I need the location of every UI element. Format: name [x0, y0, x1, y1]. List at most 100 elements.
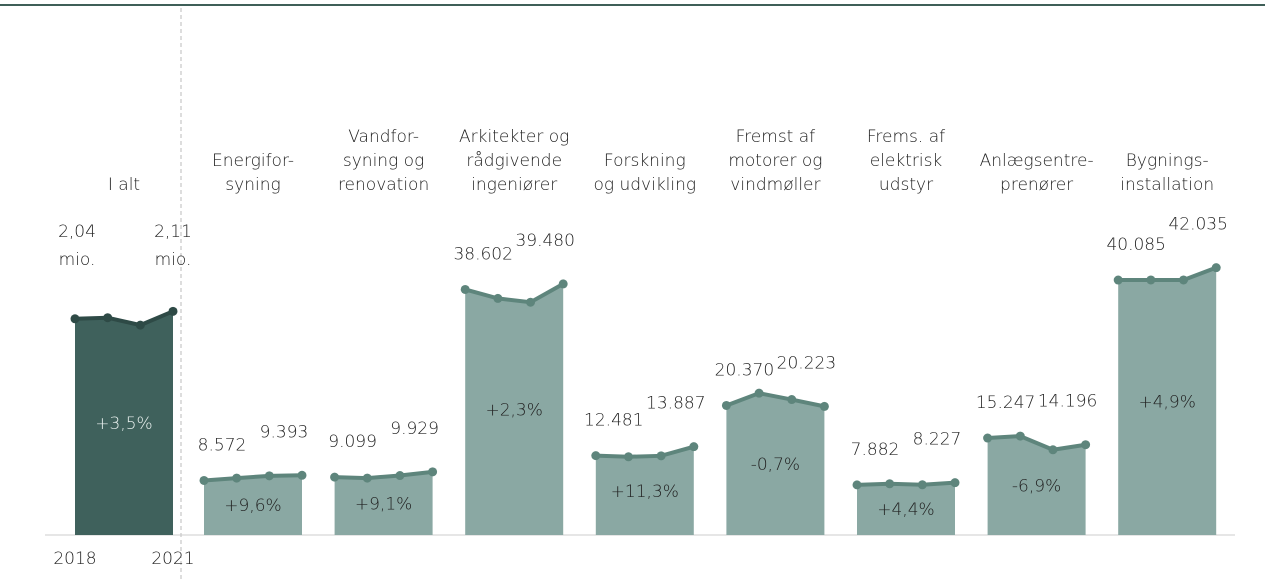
value-label: 2,04 mio.	[58, 222, 96, 270]
x-tick-label: 2018	[53, 549, 96, 569]
panel-title: Anlægsentre-	[980, 151, 1094, 171]
change-label: +4,9%	[1138, 392, 1195, 412]
value-label: 42.035	[1168, 215, 1227, 235]
value-label: 8.572	[198, 435, 247, 455]
panel-title: udstyr	[879, 175, 933, 195]
area	[1118, 267, 1217, 535]
point	[526, 297, 536, 307]
point	[983, 433, 993, 443]
panel-title: Arkitekter og	[459, 127, 569, 147]
change-label: +2,3%	[485, 400, 542, 420]
value-label: 7.882	[851, 440, 900, 460]
panel-title: Frems. af	[867, 127, 945, 147]
point	[297, 470, 307, 480]
point	[656, 451, 666, 461]
area	[726, 393, 825, 535]
value-label: 9.099	[328, 432, 377, 452]
point	[428, 467, 438, 477]
change-label: -6,9%	[1012, 477, 1061, 497]
point	[885, 479, 895, 489]
point	[493, 293, 503, 303]
line	[987, 434, 1086, 452]
point	[460, 284, 470, 294]
value-label: 8.227	[913, 430, 962, 450]
point	[395, 471, 405, 481]
panel-title: installation	[1120, 175, 1214, 195]
change-label: +9,1%	[355, 494, 412, 514]
point	[103, 313, 113, 323]
area	[75, 311, 173, 535]
panel-title: elektrisk	[870, 151, 943, 171]
point	[1211, 263, 1221, 273]
value-label: 2,11 mio.	[154, 222, 192, 270]
panel-title: Energifor-	[212, 151, 294, 171]
point	[787, 395, 797, 405]
point	[819, 401, 829, 411]
panel-title: syning og	[343, 151, 424, 171]
value-label: 12.481	[584, 411, 643, 431]
panel-title: Bygnings-	[1126, 151, 1209, 171]
panel-title: motorer og	[728, 151, 822, 171]
panel-title: Vandfor-	[348, 127, 419, 147]
point	[199, 475, 209, 485]
point	[917, 480, 927, 490]
point	[168, 306, 178, 316]
panel-title: og udvikling	[593, 175, 696, 195]
line	[856, 480, 956, 487]
area	[204, 475, 302, 535]
panel-title: renovation	[338, 175, 429, 195]
panel-title: syning	[225, 175, 280, 195]
point	[1113, 275, 1123, 285]
value-label: 9.929	[390, 419, 439, 439]
point	[950, 478, 960, 488]
point	[591, 451, 601, 461]
area	[334, 471, 433, 535]
point	[264, 471, 274, 481]
point	[330, 472, 340, 482]
line	[1118, 265, 1217, 283]
panel-title: Fremst af	[736, 127, 816, 147]
point	[721, 400, 731, 410]
point	[1179, 275, 1189, 285]
point	[1081, 440, 1091, 450]
panel-title: rådgivende	[466, 150, 562, 171]
line	[464, 282, 565, 305]
point	[1015, 431, 1025, 441]
point	[1146, 275, 1156, 285]
panel-title: ingeniører	[471, 175, 557, 195]
change-label: +9,6%	[224, 496, 281, 516]
point	[135, 320, 145, 330]
point	[362, 473, 372, 483]
value-label: 9.393	[260, 422, 309, 442]
point	[70, 314, 80, 324]
panel-title: vindmøller	[730, 175, 820, 195]
line	[725, 391, 825, 409]
value-label: 20.223	[777, 353, 836, 373]
value-label: 20.370	[715, 360, 774, 380]
panel-title: prenører	[1000, 175, 1073, 195]
line	[334, 469, 433, 481]
value-label: 39.480	[515, 231, 574, 251]
value-label: 38.602	[453, 244, 512, 264]
value-label: 15.247	[976, 393, 1035, 413]
point	[232, 473, 242, 483]
line	[203, 473, 303, 483]
x-tick-label: 2021	[151, 549, 194, 569]
area	[857, 482, 955, 535]
point	[623, 452, 633, 462]
change-label: +11,3%	[611, 482, 679, 502]
change-label: +3,5%	[95, 414, 152, 434]
change-label: -0,7%	[751, 455, 800, 475]
value-label: 14.196	[1038, 392, 1097, 412]
point	[689, 442, 699, 452]
value-label: 13.887	[646, 394, 705, 414]
point	[754, 388, 764, 398]
change-label: +4,4%	[877, 500, 934, 520]
point	[852, 480, 862, 490]
line	[595, 444, 695, 459]
area	[595, 446, 694, 535]
panel-title: I alt	[108, 175, 140, 195]
panel-title: Forskning	[604, 151, 686, 171]
